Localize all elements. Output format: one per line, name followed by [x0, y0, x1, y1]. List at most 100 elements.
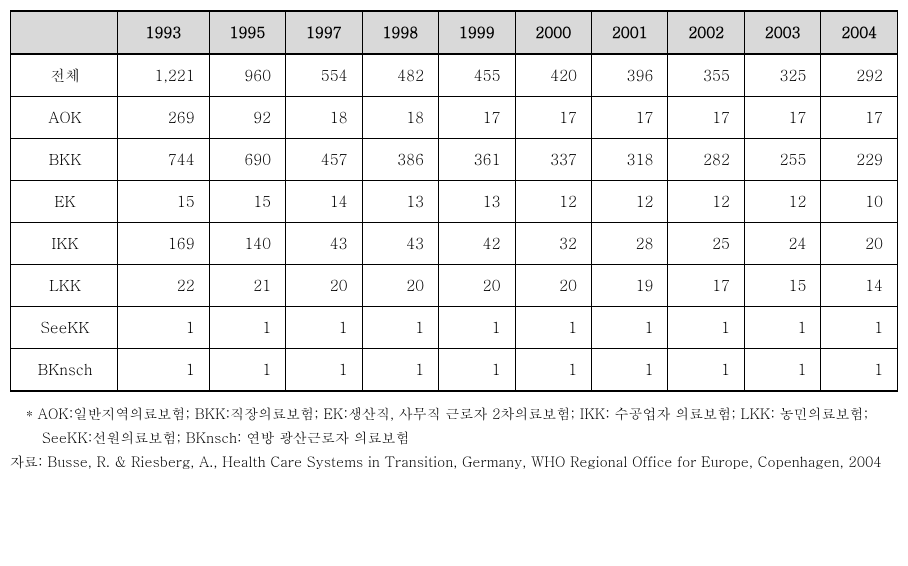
table-cell: 15 [209, 181, 285, 223]
table-cell: 18 [362, 97, 438, 139]
table-cell: 690 [209, 139, 285, 181]
table-cell: 1 [118, 307, 210, 349]
table-cell: 1 [118, 349, 210, 392]
table-cell: 1 [515, 307, 591, 349]
table-cell: 361 [439, 139, 515, 181]
table-cell: 17 [592, 97, 668, 139]
header-cell-1999: 1999 [439, 11, 515, 54]
table-cell: 12 [668, 181, 744, 223]
table-cell: 457 [286, 139, 362, 181]
table-cell: 12 [592, 181, 668, 223]
table-cell: 1 [209, 307, 285, 349]
table-cell: 17 [744, 97, 820, 139]
table-cell: 1 [668, 349, 744, 392]
table-cell: 325 [744, 54, 820, 97]
table-row: BKK744690457386361337318282255229 [11, 139, 898, 181]
header-cell-2003: 2003 [744, 11, 820, 54]
header-row: 1993 1995 1997 1998 1999 2000 2001 2002 … [11, 11, 898, 54]
table-cell: 92 [209, 97, 285, 139]
table-cell: 19 [592, 265, 668, 307]
table-cell: 455 [439, 54, 515, 97]
table-cell: 13 [439, 181, 515, 223]
table-cell: 1 [209, 349, 285, 392]
table-cell: 25 [668, 223, 744, 265]
header-cell-2002: 2002 [668, 11, 744, 54]
header-cell-2000: 2000 [515, 11, 591, 54]
table-row: SeeKK1111111111 [11, 307, 898, 349]
header-cell-1995: 1995 [209, 11, 285, 54]
table-cell: 17 [668, 265, 744, 307]
table-cell: 20 [821, 223, 898, 265]
table-row: AOK269921818171717171717 [11, 97, 898, 139]
table-cell: 396 [592, 54, 668, 97]
table-cell: 337 [515, 139, 591, 181]
table-row: 전체1,221960554482455420396355325292 [11, 54, 898, 97]
table-cell: 1 [821, 349, 898, 392]
table-cell: 1,221 [118, 54, 210, 97]
table-cell: 1 [286, 307, 362, 349]
table-cell: 15 [118, 181, 210, 223]
table-cell: 28 [592, 223, 668, 265]
table-cell: 24 [744, 223, 820, 265]
footnote-source: 자료: Busse, R. & Riesberg, A., Health Car… [10, 450, 898, 474]
table-cell: 1 [744, 349, 820, 392]
table-cell: 1 [362, 307, 438, 349]
table-cell: 1 [286, 349, 362, 392]
table-row: IKK1691404343423228252420 [11, 223, 898, 265]
header-cell-blank [11, 11, 118, 54]
table-cell: 386 [362, 139, 438, 181]
table-cell: 482 [362, 54, 438, 97]
table-cell: 17 [515, 97, 591, 139]
table-cell: 1 [668, 307, 744, 349]
table-cell: 1 [744, 307, 820, 349]
table-row: LKK22212020202019171514 [11, 265, 898, 307]
row-label: BKK [11, 139, 118, 181]
table-cell: 1 [362, 349, 438, 392]
header-cell-2004: 2004 [821, 11, 898, 54]
table-row: EK15151413131212121210 [11, 181, 898, 223]
table-row: BKnsch1111111111 [11, 349, 898, 392]
table-notes: * AOK:일반지역의료보험; BKK:직장의료보험; EK:생산직, 사무직 … [10, 402, 898, 473]
header-cell-1997: 1997 [286, 11, 362, 54]
row-label: IKK [11, 223, 118, 265]
table-cell: 17 [668, 97, 744, 139]
table-cell: 960 [209, 54, 285, 97]
table-cell: 15 [744, 265, 820, 307]
table-cell: 20 [515, 265, 591, 307]
table-cell: 1 [515, 349, 591, 392]
row-label: BKnsch [11, 349, 118, 392]
table-cell: 255 [744, 139, 820, 181]
row-label: AOK [11, 97, 118, 139]
table-cell: 17 [439, 97, 515, 139]
table-cell: 42 [439, 223, 515, 265]
row-label: EK [11, 181, 118, 223]
table-cell: 14 [821, 265, 898, 307]
table-cell: 169 [118, 223, 210, 265]
table-cell: 17 [821, 97, 898, 139]
table-cell: 20 [286, 265, 362, 307]
table-cell: 14 [286, 181, 362, 223]
table-cell: 18 [286, 97, 362, 139]
table-cell: 22 [118, 265, 210, 307]
table-cell: 282 [668, 139, 744, 181]
table-cell: 554 [286, 54, 362, 97]
table-cell: 140 [209, 223, 285, 265]
row-label: SeeKK [11, 307, 118, 349]
header-cell-2001: 2001 [592, 11, 668, 54]
table-cell: 1 [439, 349, 515, 392]
table-cell: 32 [515, 223, 591, 265]
table-cell: 292 [821, 54, 898, 97]
table-cell: 13 [362, 181, 438, 223]
table-header: 1993 1995 1997 1998 1999 2000 2001 2002 … [11, 11, 898, 54]
header-cell-1998: 1998 [362, 11, 438, 54]
table-cell: 1 [439, 307, 515, 349]
table-cell: 318 [592, 139, 668, 181]
table-cell: 1 [821, 307, 898, 349]
header-cell-1993: 1993 [118, 11, 210, 54]
table-cell: 43 [362, 223, 438, 265]
table-cell: 1 [592, 307, 668, 349]
table-cell: 20 [362, 265, 438, 307]
table-cell: 12 [744, 181, 820, 223]
table-cell: 12 [515, 181, 591, 223]
table-cell: 20 [439, 265, 515, 307]
